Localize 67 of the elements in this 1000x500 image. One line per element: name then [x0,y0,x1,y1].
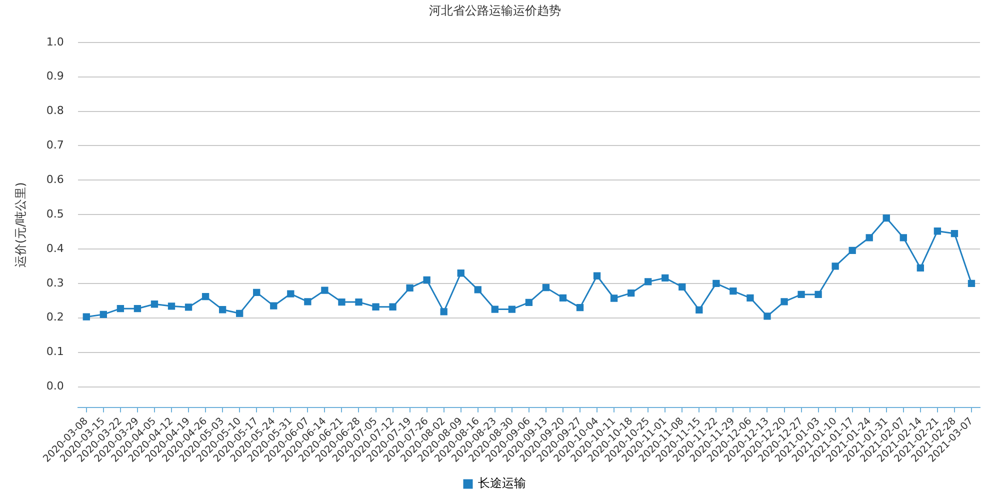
point [814,290,822,298]
point [82,313,90,320]
point [866,234,873,242]
y-tick-label: 0.9 [46,70,64,83]
point [100,310,108,318]
point [423,276,430,284]
y-tick-label: 0.5 [46,207,64,220]
point [134,305,142,312]
y-tick-label: 0.1 [46,345,64,358]
point [372,303,380,310]
y-axis-title: 运价(元/吨公里) [13,182,28,268]
legend-label: 长途运输 [478,476,526,490]
point [491,306,498,313]
point [627,290,635,297]
point [696,306,703,314]
point [593,272,601,280]
y-tick-label: 0.3 [46,276,64,290]
y-tick-label: 0.8 [46,104,64,118]
point [968,280,976,288]
point [287,290,294,298]
point [406,284,414,292]
point [202,292,210,300]
y-tick-label: 0.7 [46,138,64,152]
y-tick-label: 1.0 [46,35,64,48]
point [798,290,805,298]
point [559,294,567,302]
point [832,262,839,270]
point [662,274,669,282]
y-tick-label: 0.2 [46,310,64,324]
point [712,280,720,288]
point [950,230,958,238]
point [644,278,652,286]
point [542,284,550,292]
point [168,302,176,310]
y-tick-label: 0.6 [46,173,64,186]
point [678,283,686,290]
point [150,300,158,308]
point [730,287,737,295]
point [355,298,362,306]
point [474,286,482,294]
point [882,214,890,222]
point [338,298,346,306]
point [321,286,328,294]
point [780,298,788,306]
point [236,310,244,317]
point [389,303,396,310]
point [440,308,448,316]
point [116,305,124,312]
point [253,288,260,296]
point [610,294,618,302]
point [934,228,942,235]
point [218,306,226,314]
y-tick-label: 0.0 [46,380,64,393]
y-tick-label: 0.4 [46,242,64,255]
point [508,306,516,313]
point [916,264,924,272]
point [746,294,754,302]
point [900,234,907,242]
point [304,298,312,306]
point [576,304,584,312]
point [270,302,278,310]
point [848,246,856,254]
point [525,298,533,306]
point [457,270,464,277]
point [184,304,192,311]
chart-title: 河北省公路运输运价趋势 [429,3,561,18]
point [764,312,771,320]
